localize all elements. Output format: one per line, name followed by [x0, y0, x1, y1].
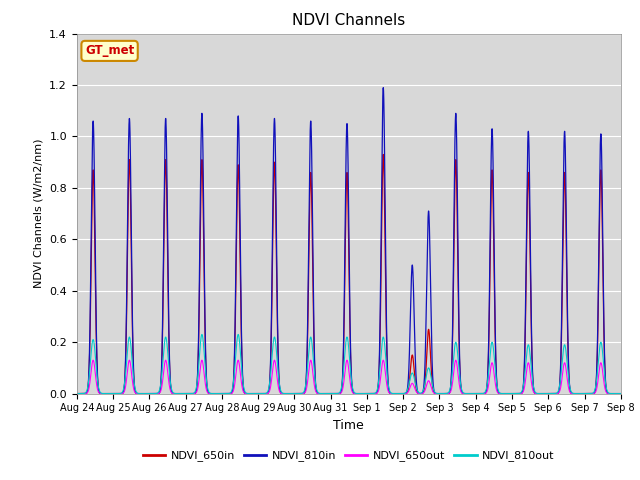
NDVI_650in [204, 387, 211, 393]
Line: NDVI_810in: NDVI_810in [77, 88, 621, 394]
Line: NDVI_650in: NDVI_650in [77, 155, 621, 394]
Line: NDVI_810out: NDVI_810out [77, 335, 621, 394]
NDVI_650out [204, 389, 211, 395]
NDVI_650out [90, 361, 98, 367]
NDVI_810out [204, 384, 211, 390]
NDVI_650out [545, 391, 552, 396]
NDVI_810in [132, 390, 140, 396]
NDVI_810out [132, 389, 140, 395]
NDVI_810in [380, 85, 387, 91]
Text: GT_met: GT_met [85, 44, 134, 58]
Title: NDVI Channels: NDVI Channels [292, 13, 405, 28]
Legend: NDVI_650in, NDVI_810in, NDVI_650out, NDVI_810out: NDVI_650in, NDVI_810in, NDVI_650out, NDV… [139, 446, 559, 466]
NDVI_650in [545, 391, 552, 396]
NDVI_810in [73, 391, 81, 396]
NDVI_650in [361, 391, 369, 396]
X-axis label: Time: Time [333, 419, 364, 432]
Y-axis label: NDVI Channels (W/m2/nm): NDVI Channels (W/m2/nm) [34, 139, 44, 288]
NDVI_810out [73, 391, 81, 396]
NDVI_650in [380, 152, 387, 157]
Line: NDVI_650out: NDVI_650out [77, 360, 621, 394]
NDVI_810in [90, 154, 98, 159]
NDVI_650in [617, 391, 625, 396]
NDVI_650out [192, 390, 200, 396]
NDVI_650in [192, 389, 200, 395]
NDVI_650out [90, 357, 97, 363]
NDVI_810in [192, 388, 200, 394]
NDVI_650out [73, 391, 81, 396]
NDVI_810in [617, 391, 625, 396]
NDVI_650in [90, 196, 98, 202]
NDVI_650in [73, 391, 81, 396]
NDVI_810out [198, 332, 206, 337]
NDVI_650out [617, 391, 625, 396]
NDVI_810in [361, 391, 369, 396]
NDVI_650out [132, 390, 140, 396]
NDVI_810out [361, 391, 369, 396]
NDVI_810out [545, 391, 552, 396]
NDVI_810out [617, 391, 625, 396]
NDVI_810out [192, 386, 200, 392]
NDVI_810in [545, 391, 552, 396]
NDVI_810in [204, 386, 211, 392]
NDVI_650in [132, 390, 140, 396]
NDVI_810out [90, 340, 98, 346]
NDVI_650out [361, 391, 369, 396]
